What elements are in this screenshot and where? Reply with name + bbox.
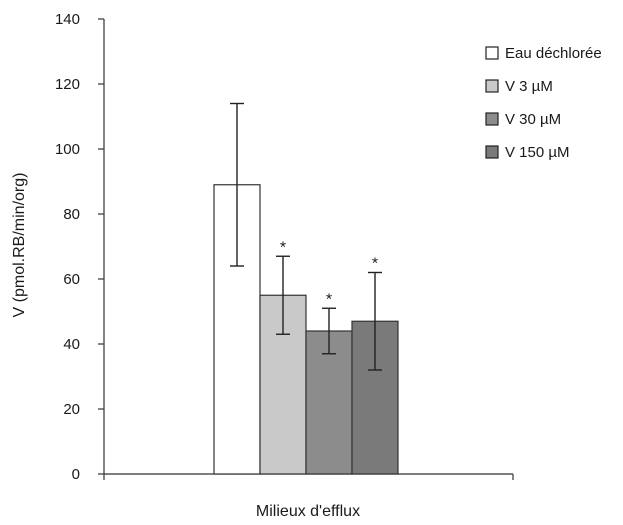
y-tick-label: 20 [63, 401, 80, 418]
y-axis-title: V (pmol.RB/min/org) [11, 173, 28, 318]
significance-marker: * [372, 256, 378, 273]
legend-swatch [485, 112, 499, 126]
legend-swatch [485, 145, 499, 159]
legend: Eau déchlorée V 3 µM V 30 µM V 150 µM [485, 45, 602, 161]
significance-marker: * [280, 239, 286, 256]
y-tick-label: 40 [63, 336, 80, 353]
legend-swatch [485, 46, 499, 60]
y-tick-label: 100 [55, 141, 80, 158]
axes: 0 20 40 60 80 100 120 140 [55, 11, 514, 483]
legend-swatch [485, 79, 499, 93]
legend-label: V 150 µM [505, 144, 570, 161]
legend-label: V 3 µM [505, 78, 553, 95]
y-tick-label: 80 [63, 206, 80, 223]
y-tick-label: 140 [55, 11, 80, 28]
legend-label: Eau déchlorée [505, 45, 602, 62]
y-tick-label: 60 [63, 271, 80, 288]
y-tick-label: 0 [72, 466, 80, 483]
bar [305, 330, 353, 475]
bars: * * * [213, 102, 399, 475]
y-tick-label: 120 [55, 76, 80, 93]
x-axis-title: Milieux d'efflux [256, 503, 360, 520]
significance-marker: * [326, 291, 332, 308]
legend-label: V 30 µM [505, 111, 561, 128]
